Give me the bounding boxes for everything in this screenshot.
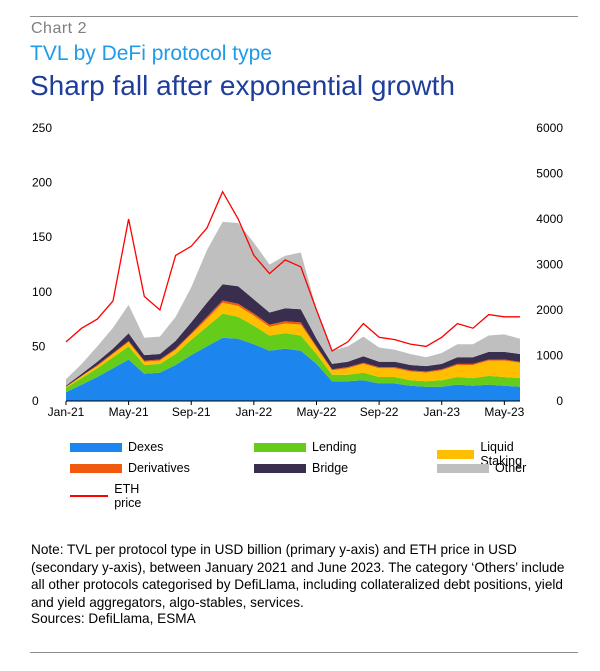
y-tick-label: 0 (32, 394, 39, 408)
legend-swatch-eth-price (70, 495, 109, 497)
y-tick-label: 50 (32, 339, 46, 353)
area-lending (66, 313, 520, 393)
chart-number: Chart 2 (31, 20, 87, 37)
chart-note: Note: TVL per protocol type in USD billi… (31, 542, 565, 610)
legend-label-eth-price: ETH price (114, 482, 142, 510)
area-other (66, 221, 520, 386)
legend-item-derivatives: Derivatives (70, 461, 190, 475)
legend-item-other: Other (437, 461, 526, 475)
y2-tick-label: 6000 (536, 121, 563, 135)
x-tick-label: Jan-23 (423, 405, 460, 419)
y2-tick-label: 1000 (536, 349, 563, 363)
chart-title: Sharp fall after exponential growth (30, 70, 455, 101)
x-tick-label: Jan-21 (48, 405, 85, 419)
y2-tick-label: 3000 (536, 258, 563, 272)
legend-label-lending: Lending (312, 440, 357, 454)
legend-label-dexes: Dexes (128, 440, 164, 454)
legend-label-other: Other (495, 461, 527, 475)
legend-item-eth-price: ETH price (70, 482, 155, 510)
legend-label-liquid-staking: Liquid Staking (480, 440, 523, 468)
legend-label-derivatives: Derivatives (128, 461, 190, 475)
line-eth-price (65, 190, 520, 352)
legend-swatch-other (437, 463, 489, 473)
y-tick-label: 100 (32, 285, 52, 299)
y-tick-label: 250 (32, 121, 52, 135)
y2-tick-label: 0 (556, 394, 563, 408)
x-tick-label: May-22 (296, 405, 336, 419)
y2-tick-label: 4000 (536, 212, 563, 226)
chart-sources: Sources: DefiLlama, ESMA (31, 611, 196, 626)
legend-item-lending: Lending (254, 440, 357, 454)
legend-item-bridge: Bridge (254, 461, 348, 475)
legend-swatch-lending (254, 442, 306, 452)
x-tick-label: May-21 (109, 405, 149, 419)
legend-swatch-derivatives (70, 463, 122, 473)
legend-swatch-bridge (254, 463, 306, 473)
y-tick-label: 150 (32, 230, 52, 244)
tvl-chart: Jan-21 May-21 Sep-21 Jan-22 May-22 Sep-22 Jan-… (32, 121, 563, 419)
legend-swatch-dexes (70, 442, 122, 452)
legend-item-dexes: Dexes (70, 440, 163, 454)
top-rule (30, 16, 578, 17)
y2-tick-label: 2000 (536, 303, 563, 317)
legend-label-bridge: Bridge (312, 461, 349, 475)
x-tick-label: Sep-21 (172, 405, 211, 419)
x-tick-label: Jan-22 (236, 405, 273, 419)
legend-swatch-liquid-staking (437, 449, 475, 459)
x-tick-label: Sep-22 (360, 405, 399, 419)
y-tick-label: 200 (32, 176, 52, 190)
area-dexes (66, 337, 520, 401)
legend-item-liquid-staking: Liquid Staking (437, 440, 537, 468)
y2-tick-label: 5000 (536, 167, 563, 181)
bottom-rule (30, 652, 578, 653)
x-tick-label: May-23 (484, 405, 524, 419)
chart-subtitle: TVL by DeFi protocol type (30, 42, 272, 65)
